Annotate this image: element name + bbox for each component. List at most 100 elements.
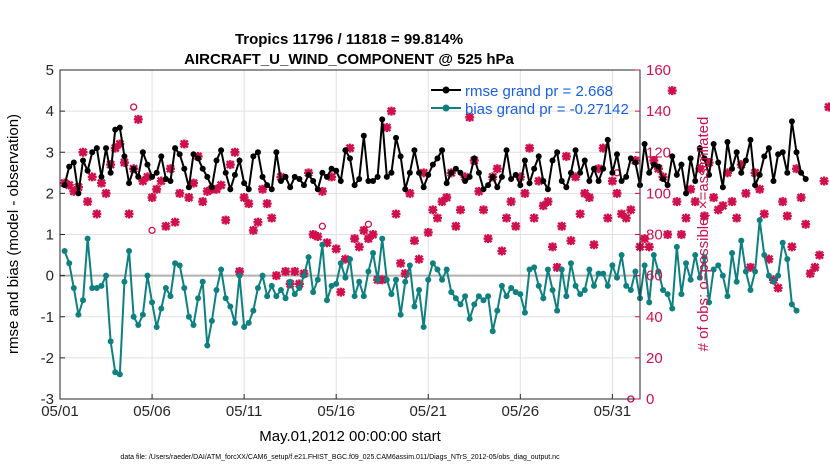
assimilated-obs-marker [92,209,102,219]
rmse-point [333,167,340,174]
rmse-point [176,151,183,158]
rmse-point [370,178,377,185]
bias-point [655,268,662,275]
bias-point [103,272,110,279]
bias-point [535,282,542,289]
bias-point [512,289,519,296]
rmse-point [719,184,726,191]
bias-point [416,287,423,294]
bias-point [107,338,114,345]
rmse-line [63,119,807,194]
rmse-point [466,173,473,180]
rmse-point [752,182,759,189]
bias-point [701,254,708,261]
assimilated-obs-marker [188,178,198,188]
possible-obs-marker [364,220,373,228]
assimilated-obs-marker [805,269,815,279]
assimilated-obs-marker [340,254,350,264]
rmse-point [646,169,653,176]
x-tick-label: 05/01 [41,403,79,420]
rmse-point [715,159,722,166]
assimilated-obs-marker [557,221,567,231]
bias-point [457,301,464,308]
bias-point [498,282,505,289]
assimilated-obs-marker [455,205,465,215]
bias-point [130,313,137,320]
assimilated-obs-marker [663,230,673,239]
bias-point [176,262,183,269]
rmse-point [397,153,404,160]
rmse-point [420,184,427,191]
bias-point [287,278,294,285]
bias-point [149,299,156,306]
bias-point [70,284,77,291]
assimilated-obs-marker [230,147,240,157]
bias-point [742,268,749,275]
right-tick-label: 40 [646,309,663,326]
rmse-point [521,157,528,164]
assimilated-obs-marker [690,197,700,207]
bias-point [724,293,731,300]
bias-point [250,307,257,314]
bias-point [747,287,754,294]
rmse-point [595,178,602,185]
bias-point [66,260,73,267]
bias-point [765,272,772,279]
assimilated-obs-marker [216,180,226,190]
rmse-point [236,157,243,164]
rmse-point [613,151,620,158]
bias-point [259,272,266,279]
bias-point [342,274,349,281]
bias-point [420,324,427,331]
bias-point [195,295,202,302]
rmse-point [526,180,533,187]
assimilated-obs-marker [755,184,765,194]
assimilated-obs-marker [520,188,530,198]
assimilated-obs-marker [497,246,507,256]
x-axis-label: May.01,2012 00:00:00 start [259,428,441,445]
rmse-point [337,178,344,185]
rmse-point [181,165,188,172]
bias-point [323,297,330,304]
rmse-point [664,182,671,189]
assimilated-obs-marker [594,164,604,174]
assimilated-obs-marker [810,262,820,272]
chart-title: Tropics 11796 / 11818 = 99.814% [235,31,463,48]
bias-point [784,256,791,263]
assimilated-obs-marker [584,192,594,202]
x-tick-label: 05/21 [409,403,447,420]
bias-point [609,262,616,269]
rmse-point [558,178,565,185]
rmse-point [254,149,261,156]
rmse-point [250,153,257,160]
bias-point [337,260,344,267]
assimilated-obs-marker [202,186,212,196]
assimilated-obs-marker [377,275,387,285]
rmse-point [75,190,82,197]
bias-point [738,237,745,244]
rmse-point [765,145,772,152]
rmse-point [93,145,100,152]
rmse-point [498,173,505,180]
rmse-point [457,169,464,176]
rmse-point [618,178,625,185]
bias-point [494,307,501,314]
rmse-point [245,186,252,193]
bias-point [733,278,740,285]
rmse-point [103,145,110,152]
assimilated-obs-marker [382,123,392,133]
bias-point [84,235,91,242]
rmse-point [204,173,211,180]
rmse-point [365,178,372,185]
bias-point [452,295,459,302]
bias-point [402,278,409,285]
rmse-point [738,169,745,176]
assimilated-obs-marker [626,205,636,215]
rmse-point [61,182,68,189]
bias-point [719,272,726,279]
assimilated-obs-marker [713,205,723,215]
assimilated-obs-marker [686,184,696,194]
assimilated-obs-marker [561,151,571,161]
rmse-point [494,184,501,191]
assimilated-obs-marker [142,172,152,182]
